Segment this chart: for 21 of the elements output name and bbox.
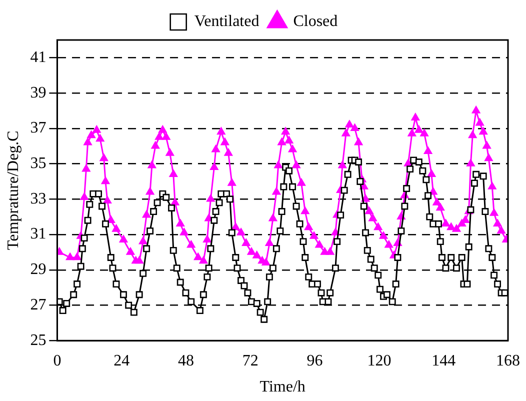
x-tick-label: 96: [306, 352, 323, 370]
y-tick-label: 35: [30, 154, 46, 172]
x-tick-label: 72: [242, 352, 258, 370]
x-tick-label: 0: [53, 352, 62, 370]
y-tick-label: 37: [30, 120, 46, 137]
y-tick-label: 39: [30, 84, 46, 102]
x-axis-title: Time/h: [260, 378, 306, 396]
y-axis-title: Temprature/Deg.C: [4, 130, 22, 250]
x-tick-label: 24: [114, 352, 130, 370]
y-tick-label: 29: [30, 261, 46, 278]
y-tick-label: 25: [30, 332, 46, 349]
x-tick-label: 144: [432, 352, 456, 370]
x-tick-label: 48: [178, 352, 194, 370]
legend-label: Ventilated: [194, 13, 260, 30]
y-tick-label: 31: [30, 226, 46, 243]
y-tick-label: 27: [30, 296, 46, 314]
x-tick-label: 168: [496, 352, 520, 370]
x-tick-label: 120: [367, 352, 392, 370]
y-tick-label: 41: [30, 48, 46, 66]
y-tick-label: 33: [30, 190, 46, 208]
legend-label: Closed: [293, 13, 338, 30]
